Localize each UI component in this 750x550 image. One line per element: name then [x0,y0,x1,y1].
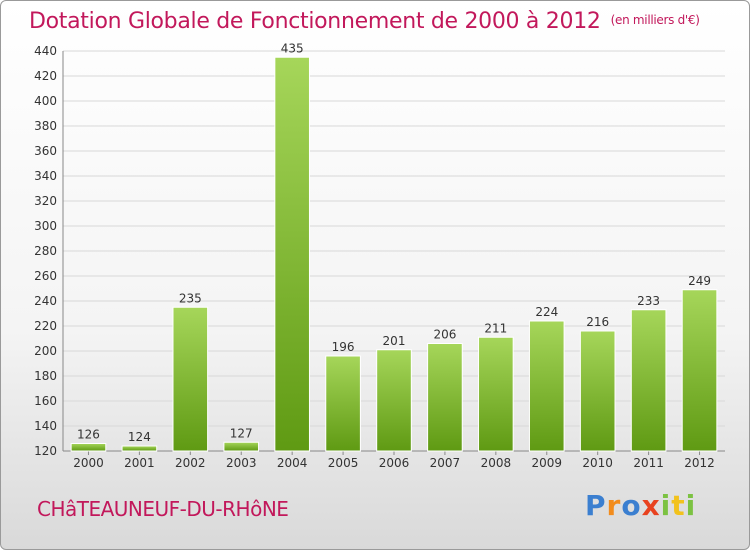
data-label-2011: 233 [637,294,660,308]
y-tick-label: 320 [34,194,57,208]
y-tick-label: 420 [34,69,57,83]
bar-2008 [478,336,514,452]
data-label-2010: 216 [586,315,609,329]
data-label-2000: 126 [77,428,100,442]
x-tick-label-2002: 2002 [175,456,206,470]
bar-2007 [427,343,463,452]
bar-2004 [274,56,310,452]
y-tick-label: 220 [34,319,57,333]
data-label-2008: 211 [484,321,507,335]
y-tick-label: 240 [34,294,57,308]
bar-2011 [630,309,667,452]
bar-2003 [223,441,260,452]
x-tick-label-2010: 2010 [582,456,613,470]
city-name: CHâTEAUNEUF-DU-RHôNE [37,497,289,521]
chart-title: Dotation Globale de Fonctionnement de 20… [29,9,700,34]
x-tick-label-2005: 2005 [328,456,359,470]
proxiti-logo: Proxiti [585,489,697,522]
data-label-2004: 435 [281,41,304,55]
bar-2006 [376,349,412,452]
y-tick-label: 400 [34,94,57,108]
data-label-2003: 127 [230,426,253,440]
data-label-2001: 124 [128,430,151,444]
x-tick-label-2001: 2001 [124,456,155,470]
data-label-2002: 235 [179,291,202,305]
x-tick-label-2003: 2003 [226,456,257,470]
data-label-2012: 249 [688,274,711,288]
y-tick-label: 180 [34,369,57,383]
bar-2001 [121,445,158,452]
x-tick-label-2004: 2004 [277,456,308,470]
x-tick-label-2008: 2008 [481,456,512,470]
y-tick-label: 340 [34,169,57,183]
data-label-2007: 206 [433,328,456,342]
bar-2005 [325,355,361,452]
bar-2000 [70,443,107,452]
y-tick-label: 140 [34,419,57,433]
y-tick-label: 260 [34,269,57,283]
data-label-2006: 201 [383,334,406,348]
x-tick-label-2006: 2006 [379,456,410,470]
y-tick-label: 360 [34,144,57,158]
y-tick-label: 160 [34,394,57,408]
x-tick-label-2009: 2009 [531,456,562,470]
bar-layer [70,56,718,452]
x-tick-label-2000: 2000 [73,456,104,470]
y-tick-label: 120 [34,444,57,458]
data-label-2009: 224 [535,305,558,319]
bar-2010 [579,330,616,452]
label-layer: 120 140 160 180 200 220 240 260 280 300 320 340 360 3… [34,41,715,470]
x-tick-label-2011: 2011 [633,456,664,470]
x-tick-label-2012: 2012 [684,456,715,470]
bar-2002 [172,306,209,452]
chart-subtitle: (en milliers d'€) [610,13,700,27]
chart-title-text: Dotation Globale de Fonctionnement de 20… [29,9,601,34]
bar-2009 [528,320,565,452]
y-tick-label: 300 [34,219,57,233]
y-tick-label: 380 [34,119,57,133]
y-tick-label: 440 [34,44,57,58]
bar-2012 [681,289,718,452]
y-tick-label: 280 [34,244,57,258]
data-label-2005: 196 [332,340,355,354]
x-tick-label-2007: 2007 [430,456,461,470]
y-tick-label: 200 [34,344,57,358]
